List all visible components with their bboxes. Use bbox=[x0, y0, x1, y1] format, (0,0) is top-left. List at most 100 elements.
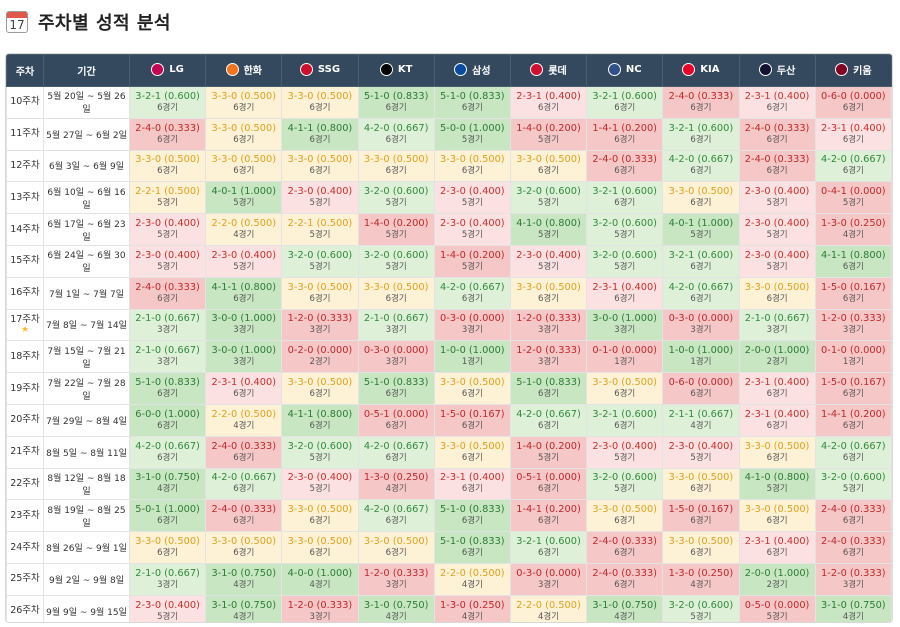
games-count: 6경기 bbox=[309, 420, 331, 431]
record-cell: 2-4-0 (0.333) 6경기 bbox=[128, 276, 207, 310]
games-count: 4경기 bbox=[309, 579, 331, 590]
record-text: 2-3-0 (0.400) bbox=[287, 472, 353, 484]
games-count: 6경기 bbox=[614, 579, 636, 590]
games-count: 5경기 bbox=[385, 230, 407, 241]
column-header-period: 기간 bbox=[43, 54, 130, 87]
record-cell: 2-1-0 (0.667) 3경기 bbox=[128, 562, 207, 596]
week-label: 26주차 bbox=[6, 594, 44, 622]
games-count: 6경기 bbox=[538, 166, 560, 177]
games-count: 6경기 bbox=[233, 293, 255, 304]
record-cell: 3-3-0 (0.500) 6경기 bbox=[357, 276, 435, 310]
record-text: 5-1-0 (0.833) bbox=[516, 377, 581, 389]
games-count: 5경기 bbox=[766, 484, 788, 495]
record-text: 2-2-0 (0.500) bbox=[440, 567, 505, 579]
games-count: 6경기 bbox=[461, 452, 483, 463]
record-text: 2-1-1 (0.667) bbox=[668, 408, 734, 420]
games-count: 3경기 bbox=[614, 325, 636, 336]
record-cell: 1-5-0 (0.167) 6경기 bbox=[433, 403, 511, 437]
team-name: KT bbox=[397, 63, 413, 75]
record-text: 2-2-0 (0.500) bbox=[211, 408, 277, 420]
record-cell: 3-3-0 (0.500) 6경기 bbox=[509, 149, 588, 183]
record-text: 3-2-0 (0.600) bbox=[363, 249, 429, 261]
record-text: 3-3-0 (0.500) bbox=[440, 154, 505, 166]
record-cell: 4-1-1 (0.800) 6경기 bbox=[281, 403, 359, 437]
games-count: 6경기 bbox=[385, 134, 407, 145]
record-cell: 2-4-0 (0.333) 6경기 bbox=[814, 499, 892, 533]
record-cell: 2-3-0 (0.400) 5경기 bbox=[128, 594, 207, 622]
record-cell: 3-1-0 (0.750) 4경기 bbox=[205, 594, 283, 622]
record-text: 1-3-0 (0.250) bbox=[363, 472, 429, 484]
record-text: 5-1-0 (0.833) bbox=[363, 90, 429, 102]
record-text: 4-1-0 (0.800) bbox=[516, 218, 581, 230]
record-text: 3-3-0 (0.500) bbox=[135, 536, 200, 548]
games-count: 6경기 bbox=[614, 420, 636, 431]
games-count: 6경기 bbox=[461, 420, 483, 431]
games-count: 6경기 bbox=[766, 389, 788, 400]
team-name: 한화 bbox=[243, 66, 262, 77]
period-label: 9월 9일 ~ 9월 15일 bbox=[43, 594, 130, 622]
record-text: 4-0-1 (1.000) bbox=[211, 186, 277, 198]
record-text: 3-2-0 (0.600) bbox=[668, 599, 734, 611]
week-text: 16주차 bbox=[10, 287, 40, 299]
record-cell: 2-3-1 (0.400) 6경기 bbox=[738, 372, 816, 405]
record-text: 4-2-0 (0.667) bbox=[668, 281, 734, 293]
record-cell: 3-1-0 (0.750) 4경기 bbox=[814, 594, 892, 622]
games-count: 6경기 bbox=[309, 102, 331, 113]
record-cell: 3-3-0 (0.500) 6경기 bbox=[357, 531, 435, 564]
games-count: 5경기 bbox=[233, 261, 255, 272]
games-count: 5경기 bbox=[157, 198, 179, 209]
games-count: 5경기 bbox=[385, 198, 407, 209]
games-count: 3경기 bbox=[385, 325, 407, 336]
games-count: 5경기 bbox=[538, 230, 560, 241]
record-cell: 1-4-0 (0.200) 5경기 bbox=[357, 213, 435, 246]
record-text: 3-3-0 (0.500) bbox=[363, 536, 429, 548]
record-cell: 2-3-0 (0.400) 5경기 bbox=[281, 467, 359, 501]
record-cell: 0-2-0 (0.000) 2경기 bbox=[281, 340, 359, 374]
games-count: 5경기 bbox=[309, 484, 331, 495]
table-row: 15주차 6월 24일 ~ 6월 30일 2-3-0 (0.400) 5경기 2-3-0… bbox=[6, 244, 892, 278]
record-text: 0-1-0 (0.000) bbox=[592, 345, 657, 357]
week-text: 15주차 bbox=[10, 255, 40, 267]
record-text: 3-0-0 (1.000) bbox=[211, 345, 277, 357]
record-cell: 1-2-0 (0.333) 3경기 bbox=[281, 308, 359, 342]
games-count: 6경기 bbox=[233, 548, 255, 559]
record-cell: 4-2-0 (0.667) 6경기 bbox=[357, 117, 435, 151]
record-cell: 2-2-1 (0.500) 5경기 bbox=[128, 181, 207, 215]
games-count: 6경기 bbox=[690, 484, 712, 495]
page-header: 17 주차별 성적 분석 bbox=[6, 9, 171, 35]
record-cell: 5-1-0 (0.833) 6경기 bbox=[128, 372, 207, 405]
record-text: 3-1-0 (0.750) bbox=[363, 599, 429, 611]
games-count: 3경기 bbox=[538, 579, 560, 590]
period-label: 6월 3일 ~ 6월 9일 bbox=[43, 149, 130, 183]
games-count: 6경기 bbox=[157, 293, 179, 304]
games-count: 3경기 bbox=[690, 325, 712, 336]
games-count: 5경기 bbox=[766, 198, 788, 209]
record-cell: 3-3-0 (0.500) 6경기 bbox=[738, 435, 816, 469]
record-cell: 2-4-0 (0.333) 6경기 bbox=[205, 499, 283, 533]
period-label: 8월 12일 ~ 8월 18일 bbox=[43, 467, 130, 501]
team-name: KIA bbox=[700, 63, 720, 75]
games-count: 2경기 bbox=[309, 357, 331, 368]
games-count: 6경기 bbox=[614, 166, 636, 177]
week-label: 10주차 bbox=[6, 86, 44, 119]
record-text: 6-0-0 (1.000) bbox=[135, 408, 200, 420]
games-count: 5경기 bbox=[461, 230, 483, 241]
games-count: 5경기 bbox=[385, 261, 407, 272]
record-cell: 1-5-0 (0.167) 6경기 bbox=[814, 372, 892, 405]
record-text: 3-1-0 (0.750) bbox=[821, 599, 886, 611]
games-count: 6경기 bbox=[614, 134, 636, 145]
games-count: 6경기 bbox=[690, 261, 712, 272]
games-count: 5경기 bbox=[690, 230, 712, 241]
table-row: 10주차 5월 20일 ~ 5월 26일 3-2-1 (0.600) 6경기 3-3-0… bbox=[6, 86, 892, 119]
record-text: 0-3-0 (0.000) bbox=[440, 313, 505, 325]
record-cell: 4-2-0 (0.667) 6경기 bbox=[128, 435, 207, 469]
games-count: 6경기 bbox=[461, 293, 483, 304]
team-logo-icon bbox=[299, 62, 313, 76]
record-cell: 2-3-1 (0.400) 6경기 bbox=[738, 403, 816, 437]
record-text: 0-3-0 (0.000) bbox=[363, 345, 429, 357]
record-text: 3-3-0 (0.500) bbox=[363, 154, 429, 166]
week-label: 11주차 bbox=[6, 117, 44, 151]
page-title: 주차별 성적 분석 bbox=[38, 13, 171, 34]
record-cell: 3-3-0 (0.500) 6경기 bbox=[205, 117, 283, 151]
record-text: 3-3-0 (0.500) bbox=[440, 440, 505, 452]
